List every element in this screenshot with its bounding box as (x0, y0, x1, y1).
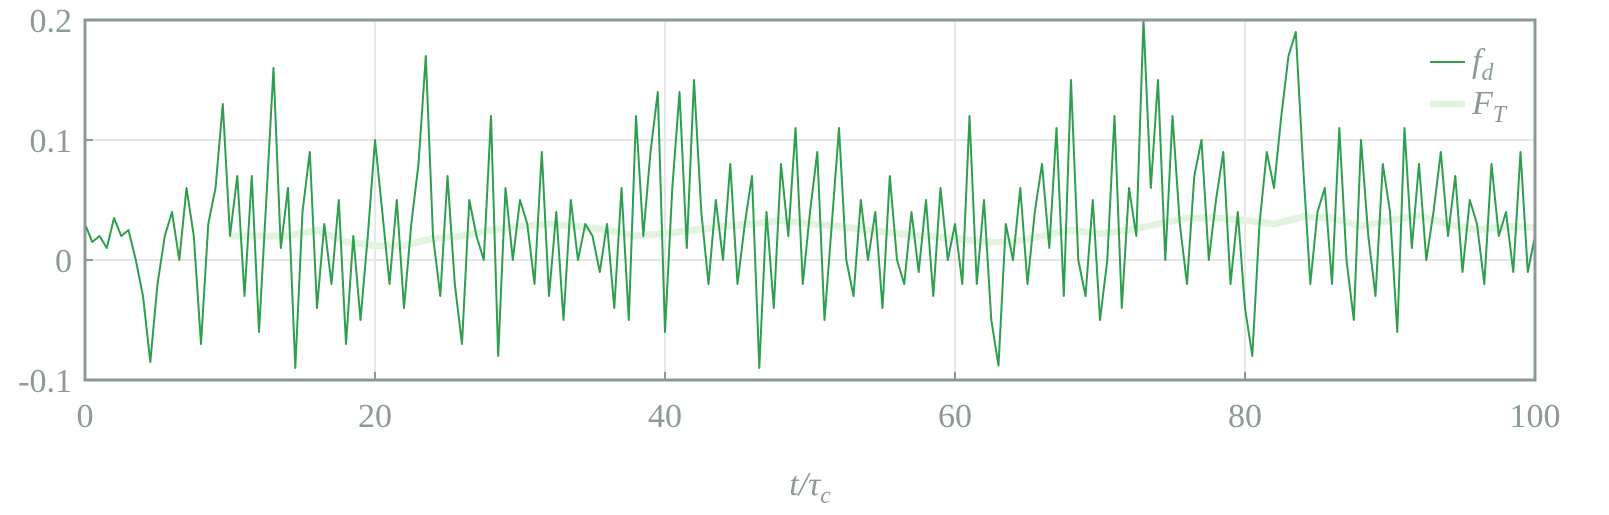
x-tick-label: 60 (938, 398, 972, 435)
y-tick-label: -0.1 (18, 363, 72, 400)
y-tick-label: 0.1 (30, 123, 73, 160)
x-tick-label: 0 (77, 398, 94, 435)
plot-frame (83, 18, 1537, 382)
x-axis-label: t/τc (789, 466, 831, 509)
legend-label: FT (1471, 85, 1508, 128)
x-tick-label: 20 (358, 398, 392, 435)
x-tick-label: 40 (648, 398, 682, 435)
y-tick-label: 0 (55, 243, 72, 280)
series-line (230, 212, 1536, 250)
series-line (84, 19, 1536, 369)
x-tick-label: 100 (1510, 398, 1561, 435)
y-tick-label: 0.2 (30, 3, 73, 40)
legend-label: fd (1472, 43, 1493, 86)
x-tick-label: 80 (1228, 398, 1262, 435)
